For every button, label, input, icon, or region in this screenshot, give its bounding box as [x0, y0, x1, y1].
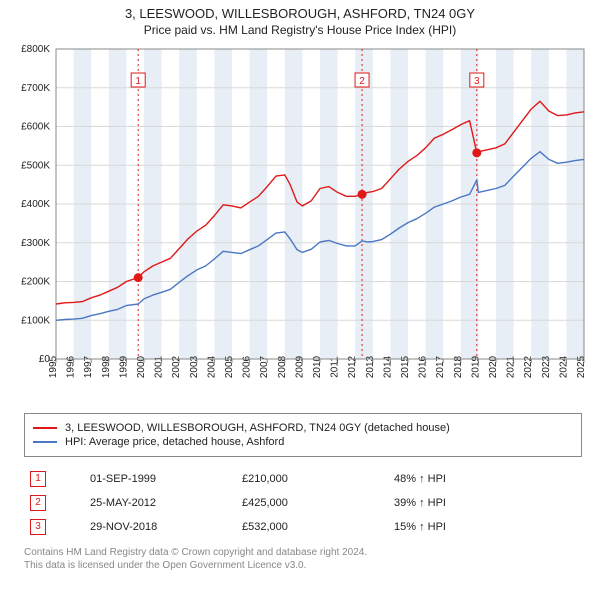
legend-item: HPI: Average price, detached house, Ashf…: [33, 436, 573, 448]
sale-badge: 1: [30, 471, 46, 487]
plot-svg: £0£100K£200K£300K£400K£500K£600K£700K£80…: [8, 43, 592, 403]
legend-label: 3, LEESWOOD, WILLESBOROUGH, ASHFORD, TN2…: [65, 422, 450, 434]
sales-row: 2 25-MAY-2012£425,00039% ↑ HPI: [24, 491, 582, 515]
footer-line-2: This data is licensed under the Open Gov…: [24, 560, 582, 571]
svg-text:3: 3: [474, 76, 480, 87]
sale-price: £210,000: [236, 467, 388, 491]
footer: Contains HM Land Registry data © Crown c…: [24, 547, 582, 571]
sale-badge: 2: [30, 495, 46, 511]
svg-text:£100K: £100K: [21, 315, 50, 326]
svg-text:£600K: £600K: [21, 122, 50, 133]
legend-swatch: [33, 441, 57, 443]
sale-date: 29-NOV-2018: [84, 515, 236, 539]
sale-delta: 39% ↑ HPI: [388, 491, 582, 515]
plot-area: £0£100K£200K£300K£400K£500K£600K£700K£80…: [8, 43, 592, 403]
legend-label: HPI: Average price, detached house, Ashf…: [65, 436, 284, 448]
sale-delta: 48% ↑ HPI: [388, 467, 582, 491]
svg-text:£200K: £200K: [21, 277, 50, 288]
sale-badge: 3: [30, 519, 46, 535]
sales-row: 3 29-NOV-2018£532,00015% ↑ HPI: [24, 515, 582, 539]
footer-line-1: Contains HM Land Registry data © Crown c…: [24, 547, 582, 558]
legend-swatch: [33, 427, 57, 429]
chart-title: 3, LEESWOOD, WILLESBOROUGH, ASHFORD, TN2…: [8, 6, 592, 21]
sales-table: 1 01-SEP-1999£210,00048% ↑ HPI 2 25-MAY-201…: [24, 467, 582, 539]
sale-price: £532,000: [236, 515, 388, 539]
chart-titles: 3, LEESWOOD, WILLESBOROUGH, ASHFORD, TN2…: [0, 0, 600, 39]
sale-delta: 15% ↑ HPI: [388, 515, 582, 539]
svg-text:£500K: £500K: [21, 160, 50, 171]
sale-date: 25-MAY-2012: [84, 491, 236, 515]
svg-text:£300K: £300K: [21, 238, 50, 249]
sale-price: £425,000: [236, 491, 388, 515]
svg-text:2: 2: [359, 76, 365, 87]
sale-date: 01-SEP-1999: [84, 467, 236, 491]
legend-item: 3, LEESWOOD, WILLESBOROUGH, ASHFORD, TN2…: [33, 422, 573, 434]
legend: 3, LEESWOOD, WILLESBOROUGH, ASHFORD, TN2…: [24, 413, 582, 457]
svg-text:1: 1: [135, 76, 141, 87]
chart-container: 3, LEESWOOD, WILLESBOROUGH, ASHFORD, TN2…: [0, 0, 600, 571]
svg-text:£800K: £800K: [21, 44, 50, 55]
chart-subtitle: Price paid vs. HM Land Registry's House …: [8, 23, 592, 37]
sales-row: 1 01-SEP-1999£210,00048% ↑ HPI: [24, 467, 582, 491]
svg-text:£400K: £400K: [21, 199, 50, 210]
svg-text:£700K: £700K: [21, 83, 50, 94]
